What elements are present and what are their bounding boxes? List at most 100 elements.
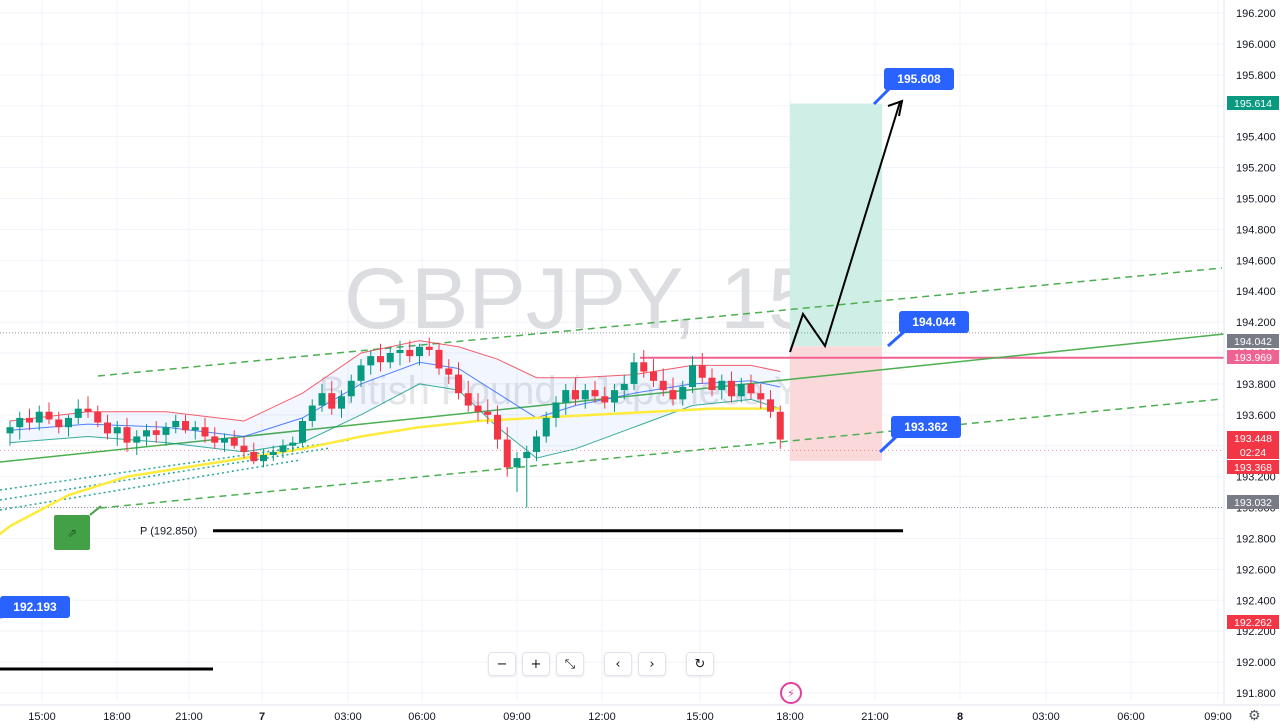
candle-body — [123, 427, 131, 443]
grid — [0, 0, 1224, 700]
candle-body — [562, 390, 570, 403]
time-tick-label: 12:00 — [588, 711, 616, 720]
candle-body — [357, 365, 365, 381]
price-tag-label: 193.368 — [1234, 462, 1272, 474]
price-tick-label: 193.200 — [1236, 472, 1276, 484]
callout-pointer — [878, 434, 899, 454]
candle-body — [484, 411, 492, 415]
callout-box — [0, 596, 70, 618]
price-tag-label: 195.614 — [1234, 98, 1272, 110]
price-tick-label: 191.800 — [1236, 688, 1276, 700]
candle-body — [65, 417, 72, 428]
price-tick-label: 192.600 — [1236, 564, 1276, 576]
callout-label: 192.193 — [13, 600, 57, 614]
price-tag-label: 194.042 — [1234, 336, 1272, 348]
candle-body — [104, 422, 111, 434]
candle-body — [406, 349, 414, 357]
callout-label: 195.608 — [897, 72, 941, 86]
ema-slow-line — [0, 407, 781, 536]
candle-body — [659, 380, 667, 391]
reset-scale-button[interactable]: ⤡ — [556, 652, 584, 676]
candle-body — [474, 405, 482, 412]
scroll-left-button[interactable]: ‹ — [604, 652, 632, 676]
price-tick-label: 192.200 — [1236, 626, 1276, 638]
candle-body — [425, 346, 433, 350]
candle-body — [640, 362, 648, 372]
candle-body — [669, 390, 677, 400]
candle-body — [113, 427, 121, 434]
lightning-icon[interactable]: ⚡ — [780, 682, 802, 704]
candle-body — [572, 390, 579, 400]
candle-body — [318, 393, 326, 406]
candle-body — [611, 390, 618, 403]
toolbar-gap — [590, 652, 598, 676]
candle-body — [445, 368, 453, 375]
candle-body — [152, 430, 160, 435]
candle-body — [299, 421, 306, 443]
price-tag-box — [1227, 334, 1279, 348]
candle-body — [55, 419, 63, 428]
candle-body — [84, 408, 92, 412]
time-axis[interactable]: 15:00 18:00 21:00 7 03:00 06:00 09:00 12:00 15:0… — [0, 704, 1280, 720]
price-tick-label: 192.800 — [1236, 533, 1276, 545]
reset-chart-button[interactable]: ↻ — [686, 652, 714, 676]
candle-body — [591, 390, 599, 397]
candle-body — [494, 414, 501, 440]
callout-box — [884, 68, 954, 90]
candle-body — [698, 365, 706, 378]
candle-body — [211, 436, 219, 443]
drawings: P (192.850) ⇗ — [0, 99, 904, 671]
scroll-right-button[interactable]: › — [638, 652, 666, 676]
buy-signal-marker — [54, 515, 90, 550]
candle-body — [172, 421, 180, 428]
toolbar-gap — [672, 652, 680, 676]
candle-body — [455, 374, 462, 394]
price-tags: 195.614 194.042 193.969 193.448 02:24 193.368… — [1227, 96, 1279, 629]
zoom-in-button[interactable]: + — [522, 652, 550, 676]
candle-body — [542, 417, 550, 437]
time-tick-label: 18:00 — [103, 711, 131, 720]
time-tick-label: 09:00 — [1204, 711, 1232, 720]
gear-icon[interactable]: ⚙ — [1248, 708, 1261, 724]
price-tag-box — [1227, 431, 1279, 445]
candle-body — [26, 417, 33, 423]
price-tag-label: 193.448 — [1234, 433, 1272, 445]
candle-body — [513, 458, 521, 468]
watermark-symbol: GBPJPY, 15 — [344, 251, 816, 347]
candle-body — [269, 451, 277, 455]
candle-body — [133, 436, 141, 443]
candle-body — [689, 365, 696, 387]
candle-body — [503, 439, 511, 468]
zoom-out-button[interactable]: − — [488, 652, 516, 676]
price-tag-box — [1227, 445, 1279, 459]
callout-pointer — [872, 86, 892, 106]
candle-body — [143, 430, 150, 437]
price-tick-label: 195.800 — [1236, 70, 1276, 82]
candle-body — [182, 421, 189, 431]
time-tick-label: 18:00 — [776, 711, 804, 720]
candle-body — [347, 380, 355, 397]
candle-body — [230, 438, 238, 446]
candle-body — [250, 451, 258, 462]
candle-body — [718, 380, 726, 391]
price-tag-box — [1227, 495, 1279, 509]
candle-body — [377, 356, 384, 363]
arrowhead — [887, 99, 904, 117]
price-tick-label: 193.600 — [1236, 410, 1276, 422]
profit-zone — [790, 103, 882, 347]
candle-body — [6, 427, 14, 434]
price-tag-box — [1227, 460, 1279, 474]
price-tick-label: 196.200 — [1236, 8, 1276, 20]
candle-body — [191, 427, 199, 431]
signal-pointer — [89, 505, 102, 516]
candle-body — [416, 346, 423, 357]
price-tick-label: 195.200 — [1236, 163, 1276, 175]
candle-body — [464, 393, 472, 406]
candle-body — [620, 383, 628, 391]
loss-zone — [790, 346, 882, 461]
time-tick-label: 15:00 — [28, 711, 56, 720]
candle-body — [35, 411, 43, 423]
candle-body — [74, 408, 82, 418]
